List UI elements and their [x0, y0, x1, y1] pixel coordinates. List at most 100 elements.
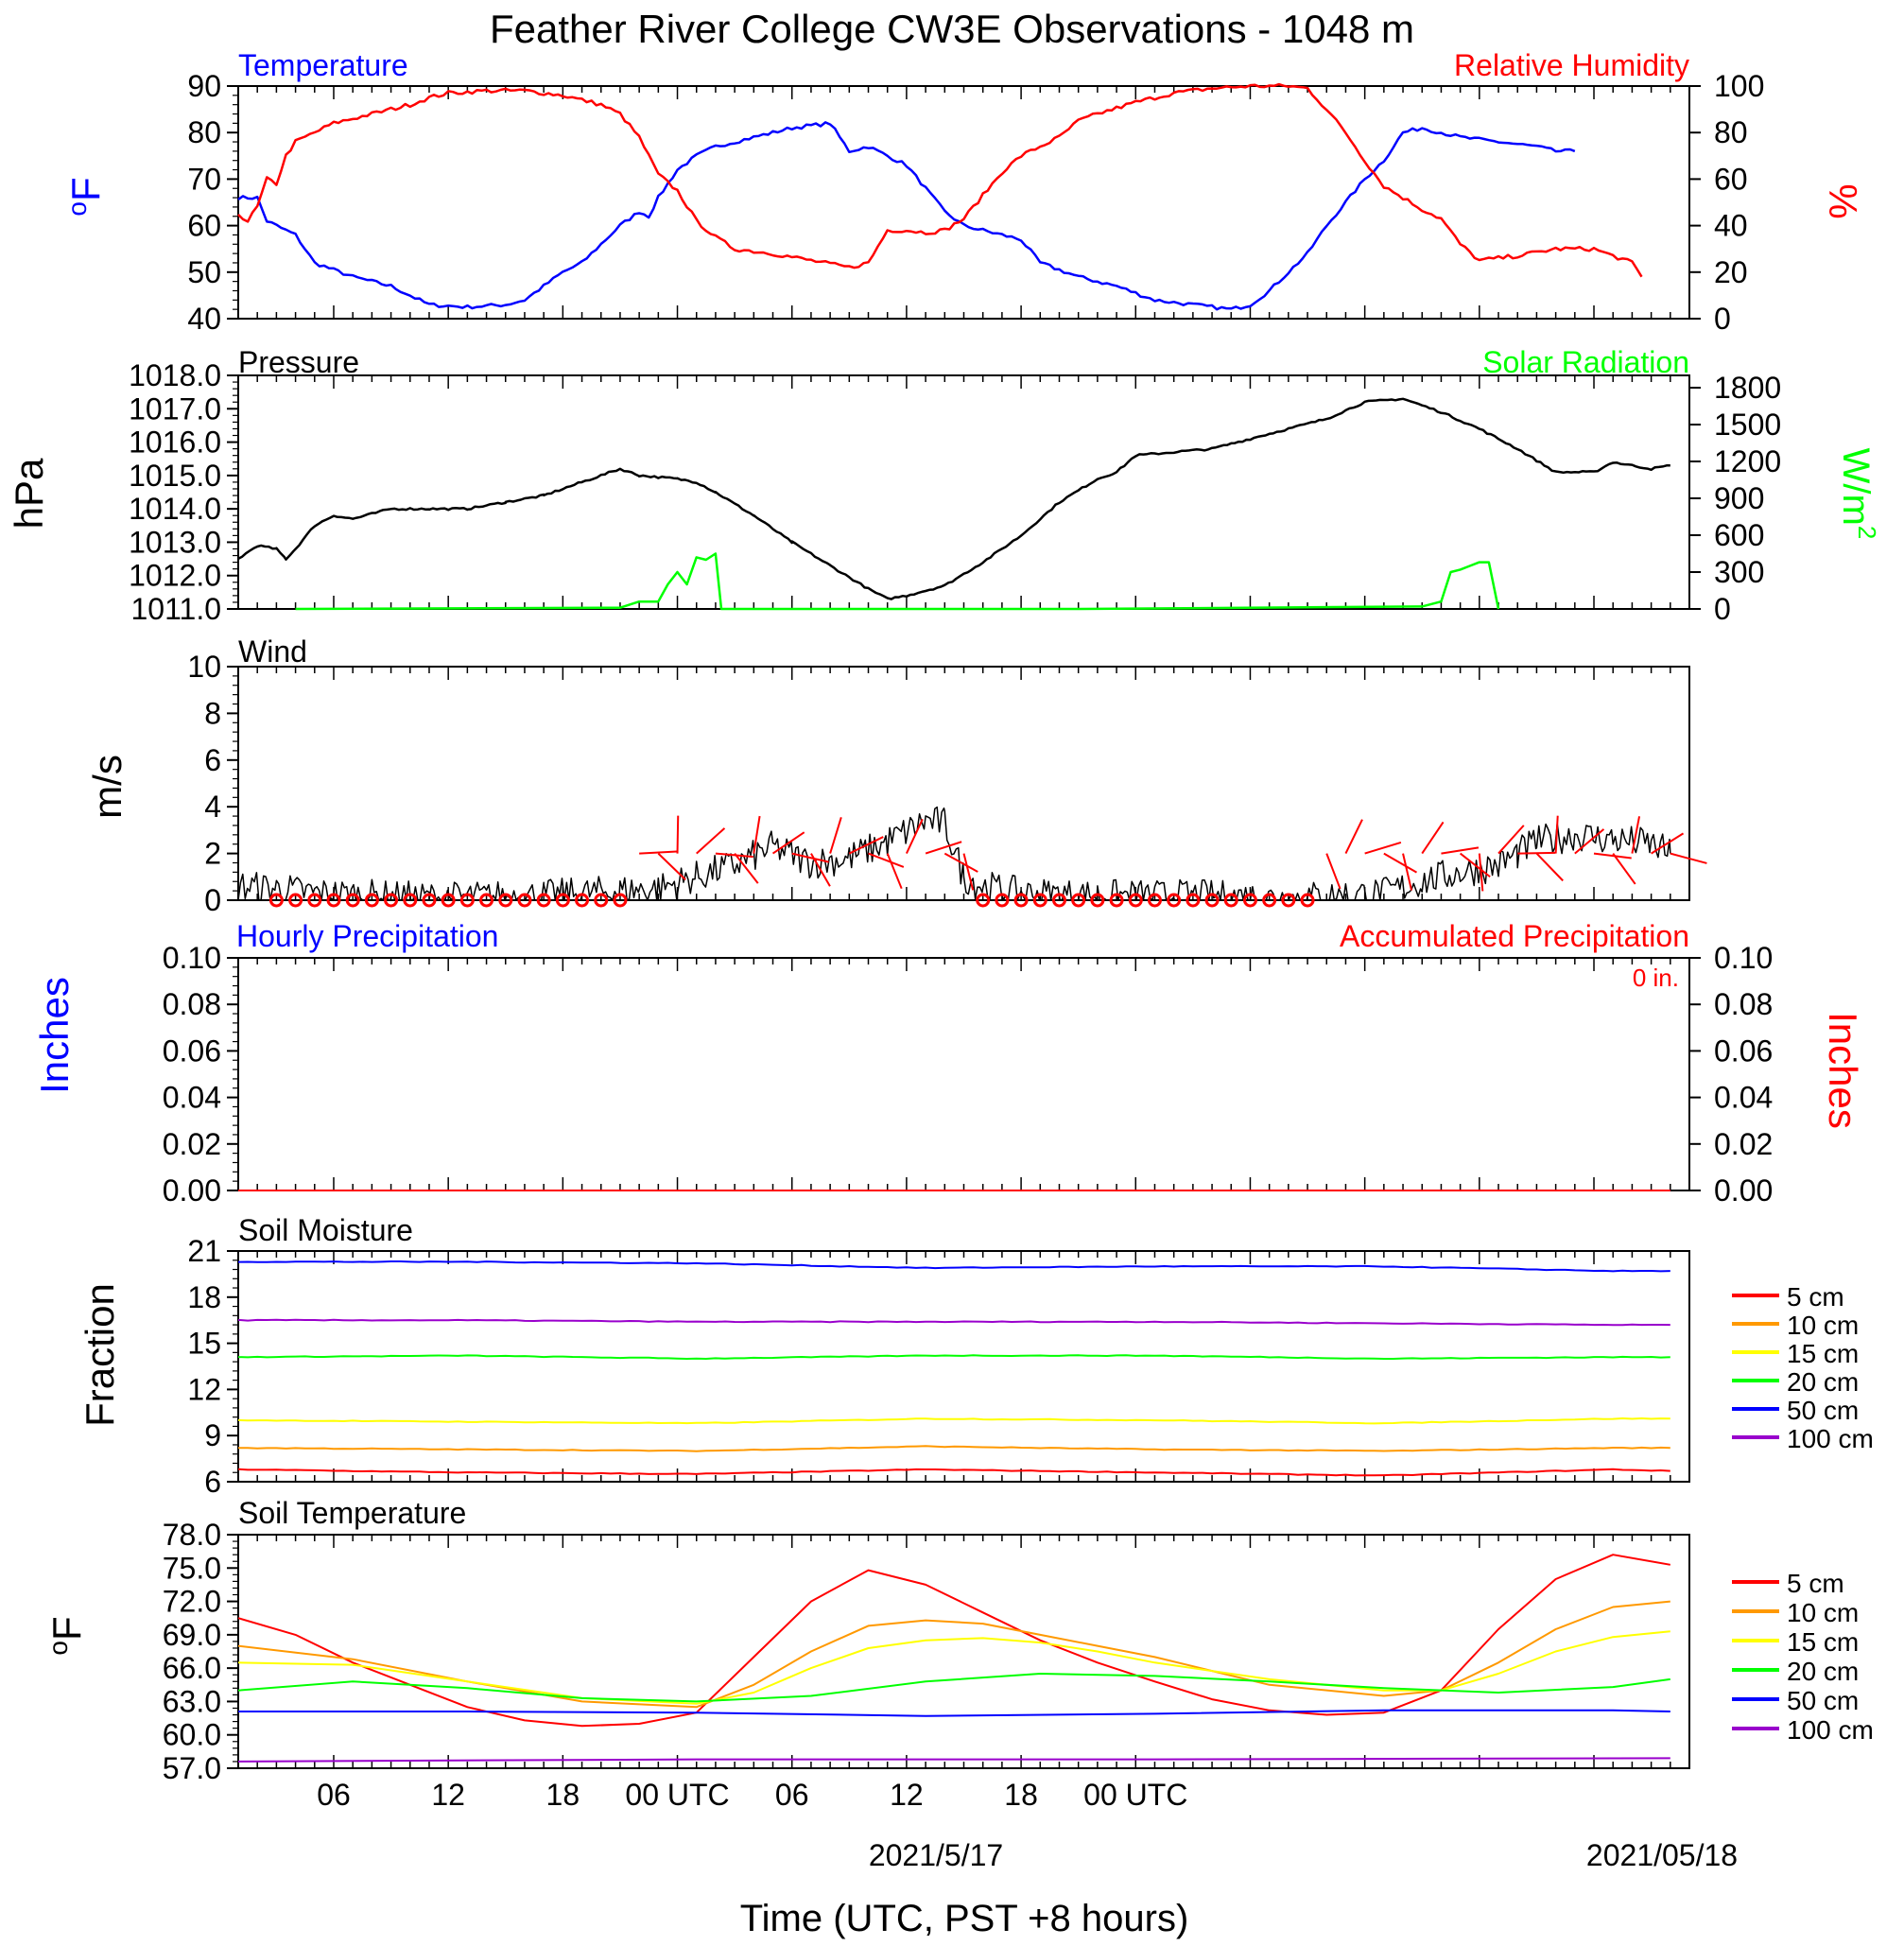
rh-unit-label: %: [1821, 183, 1865, 218]
soil-temp-legend-label: 50 cm: [1787, 1686, 1859, 1715]
wind-barb: [715, 852, 753, 859]
y-tick-label-right-precip: 0.04: [1714, 1081, 1773, 1115]
wind-barb: [1441, 846, 1480, 855]
panel-wind: Wind m/s: [85, 634, 307, 819]
wind-calm-marker: [384, 893, 399, 908]
y-tick-label-left-soil_temp: 69.0: [163, 1618, 221, 1652]
pressure-title: Pressure: [238, 345, 359, 379]
x-tick-label: 00 UTC: [1083, 1778, 1187, 1812]
wind-calm-marker: [995, 893, 1010, 908]
x-tick-label: 18: [546, 1778, 580, 1812]
wind-barb: [829, 817, 842, 854]
y-tick-label-left-pressure: 1015.0: [129, 459, 221, 493]
date-label-2: 2021/05/18: [1586, 1838, 1738, 1872]
y-tick-label-right-temp_rh: 100: [1714, 69, 1764, 103]
wind-calm-marker: [1186, 893, 1201, 908]
hourly-precip-title: Hourly Precipitation: [236, 919, 498, 953]
wind-barb: [925, 841, 962, 855]
y-tick-label-right-temp_rh: 80: [1714, 115, 1748, 149]
wind-calm-marker: [976, 893, 991, 908]
wind-barb: [1421, 821, 1445, 855]
y-tick-label-left-soil_temp: 66.0: [163, 1651, 221, 1685]
wind-calm-marker: [288, 893, 303, 908]
y-tick-label-right-temp_rh: 40: [1714, 209, 1748, 243]
y-tick-label-left-wind: 10: [187, 650, 221, 684]
y-tick-label-left-pressure: 1018.0: [129, 358, 221, 392]
accum-precip-unit: Inches: [1821, 1012, 1865, 1129]
x-tick-label: 12: [890, 1778, 924, 1812]
y-tick-label-left-pressure: 1016.0: [129, 426, 221, 460]
temp-unit-label: oF: [62, 177, 108, 216]
y-tick-label-left-pressure: 1017.0: [129, 391, 221, 426]
wind-calm-marker: [1223, 893, 1238, 908]
soil-temp-legend-label: 100 cm: [1787, 1715, 1874, 1745]
y-tick-label-right-precip: 0.06: [1714, 1034, 1773, 1068]
y-tick-label-left-wind: 8: [204, 696, 221, 730]
wind-speed-line: [237, 806, 1671, 901]
y-tick-label-right-pressure: 900: [1714, 481, 1764, 515]
wind-calm-marker: [326, 893, 341, 908]
y-tick-label-left-soil_temp: 57.0: [163, 1751, 221, 1785]
relative-humidity-line: [237, 82, 1643, 278]
y-tick-label-right-pressure: 300: [1714, 555, 1764, 589]
y-tick-label-left-soil_moisture: 12: [187, 1372, 221, 1406]
y-tick-label-left-soil_temp: 78.0: [163, 1518, 221, 1552]
y-tick-label-left-pressure: 1013.0: [129, 525, 221, 559]
soil-temp-legend-label: 15 cm: [1787, 1627, 1859, 1657]
y-tick-label-right-precip: 0.02: [1714, 1127, 1773, 1161]
panel-soil-moisture: Soil Moisture Fraction: [78, 1213, 413, 1427]
y-tick-label-left-soil_moisture: 21: [187, 1234, 221, 1268]
wind-barb: [676, 815, 680, 854]
wind-calm-marker: [1051, 893, 1066, 908]
solar-title: Solar Radiation: [1482, 345, 1689, 379]
figure-title: Feather River College CW3E Observations …: [490, 7, 1414, 51]
y-tick-label-left-precip: 0.04: [163, 1081, 221, 1115]
wind-barb: [1535, 852, 1564, 882]
temp-unit-letter: F: [63, 177, 108, 201]
wind-title: Wind: [238, 634, 307, 669]
wind-unit-label: m/s: [85, 755, 130, 819]
solar-unit-base: W/m: [1835, 448, 1877, 526]
y-tick-label-right-temp_rh: 20: [1714, 255, 1748, 289]
solar-radiation-line: [295, 552, 1500, 611]
y-tick-label-left-soil_moisture: 6: [204, 1465, 221, 1499]
y-tick-label-left-soil_temp: 60.0: [163, 1718, 221, 1752]
soil-moisture-title: Soil Moisture: [238, 1213, 413, 1247]
y-tick-label-left-wind: 0: [204, 883, 221, 917]
wind-barb: [1631, 816, 1641, 854]
date-label-1: 2021/5/17: [869, 1838, 1003, 1872]
y-tick-label-left-precip: 0.02: [163, 1127, 221, 1161]
y-tick-label-left-temp_rh: 80: [187, 115, 221, 149]
y-tick-label-right-pressure: 1500: [1714, 408, 1781, 442]
soil-temp-title: Soil Temperature: [238, 1496, 466, 1530]
y-tick-label-right-pressure: 1200: [1714, 444, 1781, 478]
soil-moisture-line-20cm: [237, 1354, 1670, 1360]
y-tick-label-right-pressure: 0: [1714, 592, 1731, 626]
y-tick-label-left-soil_moisture: 9: [204, 1418, 221, 1452]
soil-moisture-legend-label: 20 cm: [1787, 1367, 1859, 1397]
soil-temp-legend-label: 5 cm: [1787, 1569, 1844, 1598]
panel-temp-rh: Temperature Relative Humidity oF %: [62, 48, 1865, 219]
wind-barb: [1497, 825, 1525, 855]
soil-moisture-line-5cm: [237, 1468, 1670, 1477]
wind-calm-marker: [403, 893, 418, 908]
y-tick-label-left-soil_moisture: 15: [187, 1327, 221, 1361]
wind-barb: [1517, 851, 1556, 855]
y-tick-label-left-precip: 0.06: [163, 1034, 221, 1068]
temp-unit-degree: o: [62, 201, 92, 217]
wind-calm-marker: [345, 893, 360, 908]
y-tick-label-left-temp_rh: 40: [187, 302, 221, 336]
x-tick-label: 12: [431, 1778, 465, 1812]
y-tick-label-left-wind: 2: [204, 837, 221, 871]
plot-frame-soil_temp: [237, 1534, 1690, 1769]
y-tick-label-left-temp_rh: 60: [187, 209, 221, 243]
y-tick-label-left-precip: 0.00: [163, 1173, 221, 1208]
x-tick-label: 06: [317, 1778, 351, 1812]
wind-calm-marker: [1167, 893, 1182, 908]
x-axis-text: 2021/5/17 2021/05/18 Time (UTC, PST +8 h…: [740, 1838, 1738, 1939]
wind-calm-marker: [422, 893, 437, 908]
wind-calm-marker: [1281, 893, 1296, 908]
soil-temp-unit-label: oF: [43, 1616, 89, 1655]
y-tick-label-right-pressure: 1800: [1714, 371, 1781, 405]
